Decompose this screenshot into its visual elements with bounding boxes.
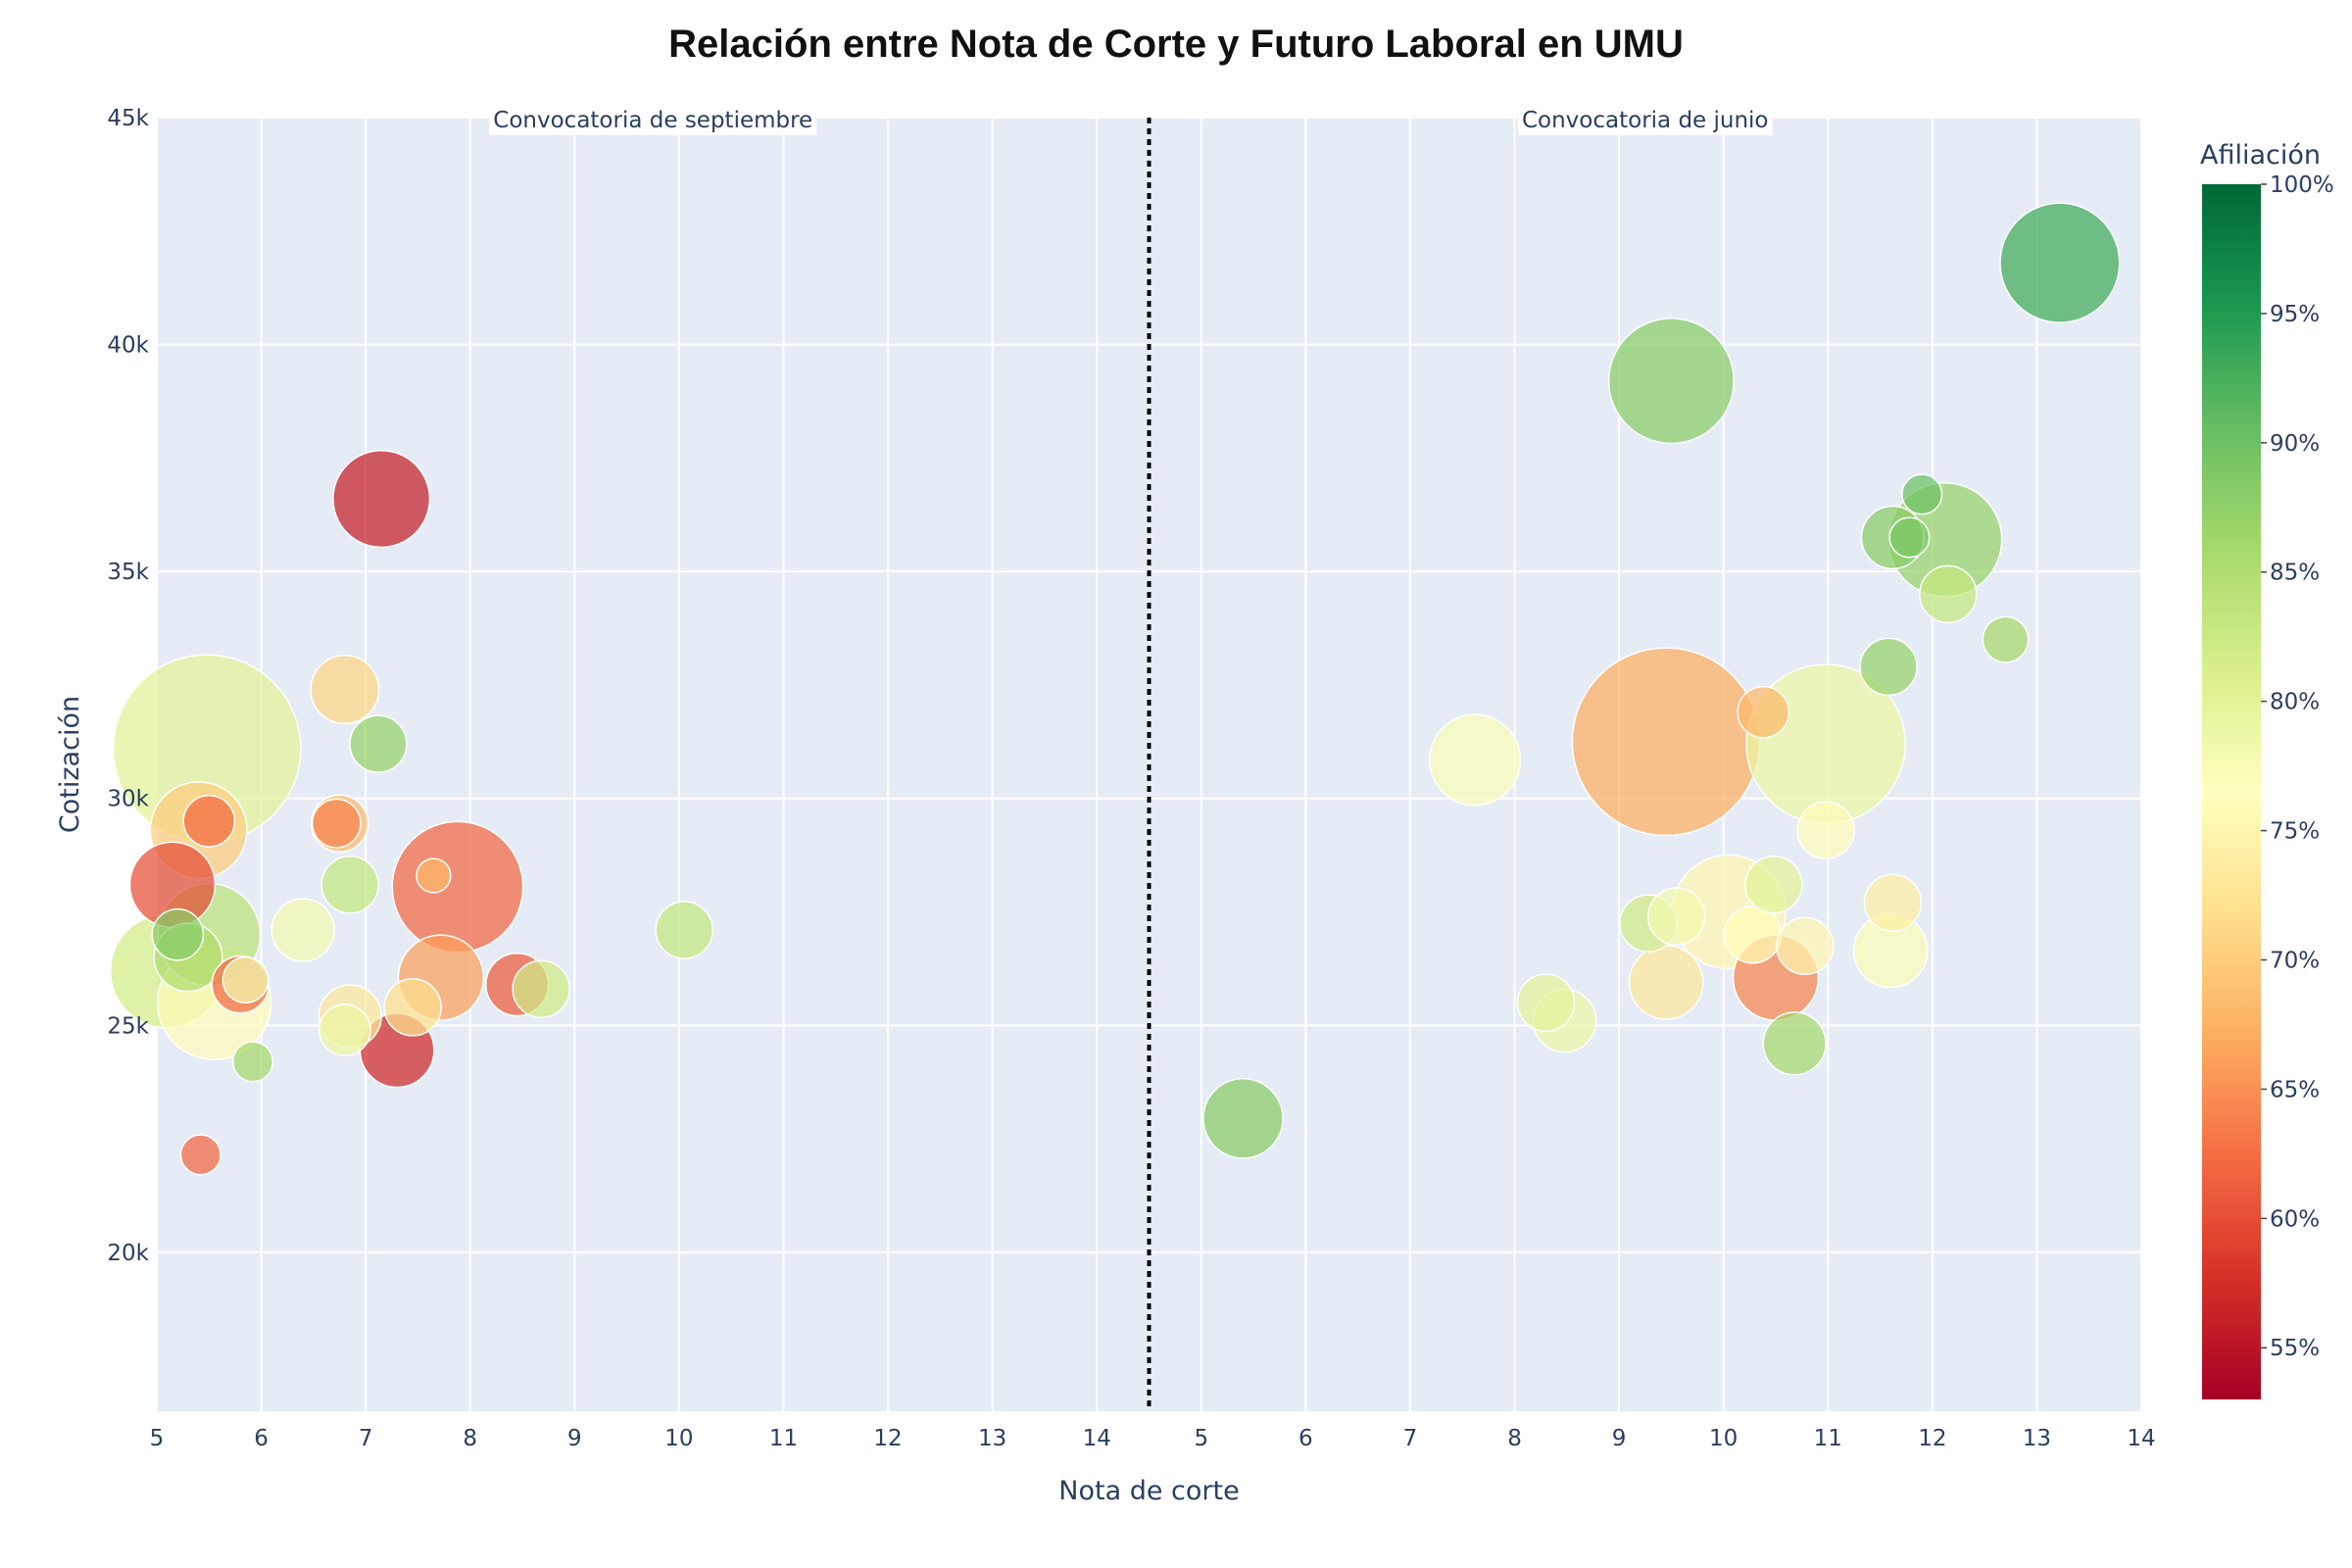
colorbar: Afiliación 55% 60% 65% 70% 75% 80% 85% 90% 95% 10… <box>2200 140 2334 1399</box>
scatter-point <box>512 959 570 1019</box>
scatter-point <box>391 820 524 954</box>
panel-label: Convocatoria de septiembre <box>489 106 817 135</box>
colorbar-tick-label: 80% <box>2270 690 2320 715</box>
colorbar-tick-label: 75% <box>2270 819 2320 845</box>
scatter-point <box>1516 973 1576 1032</box>
colorbar-tick-label: 90% <box>2270 431 2320 457</box>
scatter-point <box>1999 202 2121 323</box>
y-tick-label: 25k <box>107 1013 149 1039</box>
scatter-point <box>151 907 205 961</box>
scatter-point <box>1628 944 1704 1020</box>
scatter-point <box>1607 318 1735 445</box>
scatter-point <box>1723 905 1783 964</box>
panel-label-text: Convocatoria de junio <box>1522 108 1769 133</box>
scatter-point <box>1737 685 1790 739</box>
scatter-point <box>1762 1011 1827 1076</box>
x-tick-label: 8 <box>463 1426 477 1451</box>
colorbar-tick-label: 55% <box>2270 1336 2320 1361</box>
scatter-point <box>320 855 379 914</box>
scatter-point <box>270 898 335 962</box>
scatter-point <box>349 714 408 773</box>
x-tick-label: 13 <box>978 1426 1006 1451</box>
scatter-point <box>1646 887 1706 946</box>
scatter-point <box>1744 855 1803 914</box>
colorbar-tick-label: 100% <box>2270 172 2334 198</box>
panel-label: Convocatoria de junio <box>1517 106 1773 135</box>
colorbar-title: Afiliación <box>2200 140 2321 171</box>
x-axis-title: Nota de corte <box>1058 1476 1239 1506</box>
chart-title: Relación entre Nota de Corte y Futuro La… <box>668 23 1684 66</box>
x-tick-label: 8 <box>1507 1426 1522 1451</box>
scatter-point <box>416 858 452 894</box>
scatter-point <box>383 978 442 1037</box>
panel-label-background <box>489 106 817 135</box>
scatter-point <box>332 450 431 549</box>
y-axis-title: Cotización <box>55 696 85 833</box>
colorbar-tick-label: 85% <box>2270 561 2320 586</box>
scatter-point <box>318 1004 371 1056</box>
colorbar-tick-label: 60% <box>2270 1206 2320 1232</box>
scatter-point <box>1901 473 1943 515</box>
x-tick-label: 9 <box>1612 1426 1627 1451</box>
scatter-point <box>1202 1077 1284 1159</box>
x-tick-label: 14 <box>1083 1426 1111 1451</box>
scatter-point <box>1863 873 1923 933</box>
x-tick-label: 5 <box>1194 1426 1208 1451</box>
colorbar-tick-label: 70% <box>2270 948 2320 973</box>
x-tick-label: 12 <box>1918 1426 1946 1451</box>
scatter-point <box>1982 615 2030 663</box>
x-tick-label: 13 <box>2023 1426 2051 1451</box>
scatter-point <box>1859 637 1918 697</box>
points-layer <box>109 202 2121 1176</box>
colorbar-tick-label: 65% <box>2270 1077 2320 1102</box>
scatter-point <box>179 1134 221 1176</box>
x-tick-label: 11 <box>769 1426 798 1451</box>
x-tick-label: 9 <box>567 1426 582 1451</box>
x-tick-label: 14 <box>2127 1426 2155 1451</box>
x-tick-label: 6 <box>1298 1426 1313 1451</box>
y-tick-label: 20k <box>107 1241 149 1266</box>
scatter-point <box>310 655 380 725</box>
colorbar-gradient <box>2202 184 2261 1399</box>
y-tick-label: 30k <box>107 787 149 812</box>
x-tick-label: 11 <box>1814 1426 1842 1451</box>
panel-label-text: Convocatoria de septiembre <box>493 108 812 133</box>
y-tick-label: 35k <box>107 560 149 585</box>
x-tick-label: 10 <box>664 1426 693 1451</box>
scatter-point <box>1571 647 1761 837</box>
scatter-point <box>1776 916 1835 976</box>
panel-label-background <box>1517 106 1773 135</box>
y-tick-label: 40k <box>107 333 149 359</box>
axis-ticks: 20k 25k 30k 35k 40k 45k 5 6 7 8 9 10 11 12 13 14 5 6 7 8 9 10… <box>107 106 2155 1451</box>
colorbar-tick-label: 95% <box>2270 302 2320 327</box>
x-tick-label: 6 <box>254 1426 269 1451</box>
scatter-point <box>1796 801 1855 859</box>
scatter-point <box>232 1041 274 1083</box>
scatter-point <box>182 795 236 848</box>
x-tick-label: 7 <box>359 1426 373 1451</box>
scatter-point <box>1919 564 1978 624</box>
scatter-point <box>1888 516 1931 559</box>
scatter-point <box>655 901 713 959</box>
scatter-point <box>311 798 362 849</box>
colorbar-ticks: 55% 60% 65% 70% 75% 80% 85% 90% 95% 100% <box>2261 172 2334 1361</box>
x-tick-label: 5 <box>150 1426 165 1451</box>
scatter-point <box>1428 713 1522 807</box>
x-tick-label: 12 <box>873 1426 902 1451</box>
y-tick-label: 45k <box>107 106 149 131</box>
x-tick-label: 10 <box>1709 1426 1738 1451</box>
panel-annotations: Convocatoria de septiembre Convocatoria d… <box>489 106 1773 135</box>
x-tick-label: 7 <box>1403 1426 1418 1451</box>
scatter-point <box>221 956 270 1004</box>
